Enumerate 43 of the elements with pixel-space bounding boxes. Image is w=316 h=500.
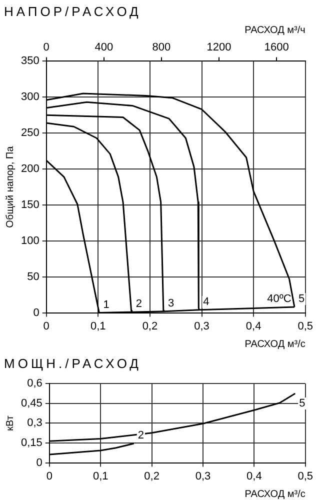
x-axis-title: РАСХОД м³/с	[244, 488, 306, 500]
series-label: 5	[299, 398, 306, 410]
x2-tick-label: 1200	[206, 42, 232, 54]
x2-tick-label: 1600	[264, 42, 289, 54]
y-tick-label: 0,6	[27, 378, 42, 390]
y-tick-label: 200	[20, 163, 40, 176]
x-tick-label: 0	[46, 470, 52, 482]
series-label: 3	[168, 297, 174, 310]
x-tick-label: 0,4	[246, 470, 262, 482]
y-axis-title: кВт	[4, 415, 16, 431]
x2-axis-title: РАСХОД м³/ч	[244, 24, 306, 36]
y-tick-label: 250	[20, 127, 40, 140]
series-label: 5	[298, 293, 305, 306]
y-tick-label: 150	[20, 199, 40, 212]
chart-title: НАПОР/РАСХОД	[3, 3, 142, 21]
y-tick-label: 0,15	[20, 437, 42, 450]
x-tick-label: 0,2	[144, 470, 160, 482]
series-label: 2	[138, 430, 144, 442]
x-tick-label: 0,3	[195, 470, 211, 482]
x-tick-label: 0,5	[298, 320, 314, 332]
chart-title: МОЩН./РАСХОД	[3, 355, 142, 373]
y-tick-label: 0,3	[27, 417, 42, 430]
y-tick-label: 50	[27, 270, 40, 283]
y-tick-label: 0,45	[20, 397, 42, 410]
x2-tick-label: 400	[94, 42, 114, 54]
y-axis-title: Общий напор, Па	[4, 146, 16, 228]
x-tick-label: 0,5	[298, 470, 314, 482]
x-tick-label: 0,1	[90, 320, 106, 332]
y-tick-label: 100	[20, 234, 40, 247]
x-tick-label: 0,3	[194, 320, 210, 332]
series-label: 1	[103, 298, 110, 311]
y-tick-label: 300	[20, 91, 40, 104]
y-tick-label: 0	[33, 306, 40, 319]
x-tick-label: 0,4	[246, 320, 262, 332]
y-tick-label: 0	[36, 456, 42, 469]
x-axis-title: РАСХОД м³/с	[244, 338, 306, 350]
series-label: 2	[136, 298, 142, 310]
x-tick-label: 0,2	[142, 320, 158, 332]
annotation: 40ºC	[267, 292, 292, 305]
x2-tick-label: 800	[152, 42, 171, 54]
x-tick-label: 0,1	[92, 470, 108, 482]
series-label: 4	[203, 296, 210, 308]
y-tick-label: 350	[20, 55, 40, 68]
